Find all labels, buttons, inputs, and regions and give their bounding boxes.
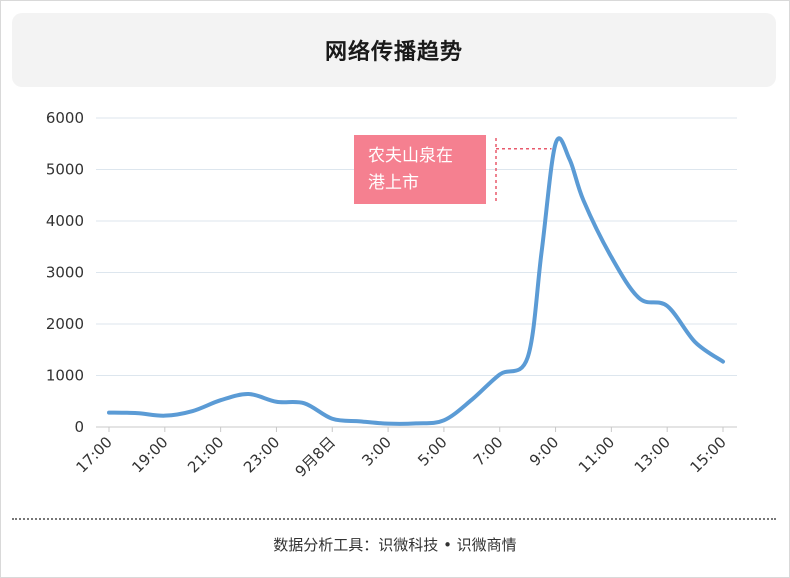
y-tick-label: 4000	[46, 212, 84, 230]
x-tick-label: 3:00	[358, 433, 395, 470]
x-tick-label: 17:00	[73, 433, 116, 476]
annotation-connector	[495, 138, 552, 204]
title-bar: 网络传播趋势	[12, 13, 776, 87]
x-tick-label: 15:00	[687, 433, 730, 476]
y-axis: 0 1000 2000 3000 4000 5000 6000	[46, 109, 84, 436]
x-tick-label: 11:00	[575, 433, 618, 476]
x-tick-label: 5:00	[414, 433, 451, 470]
annotation-line-2: 港上市	[368, 173, 419, 193]
footer-divider	[12, 518, 776, 520]
y-tick-label: 6000	[46, 109, 84, 127]
grid-lines	[96, 117, 737, 428]
x-tick-label: 13:00	[631, 433, 674, 476]
x-axis: 17:00 19:00 21:00 23:00 9月8日 3:00 5:00 7:00 9:00…	[73, 427, 730, 481]
y-tick-label: 1000	[46, 367, 84, 385]
annotation-line-1: 农夫山泉在	[368, 146, 453, 166]
y-tick-label: 0	[74, 418, 84, 436]
x-tick-label: 9月8日	[292, 433, 339, 480]
y-tick-label: 2000	[46, 315, 84, 333]
x-tick-label: 9:00	[526, 433, 563, 470]
y-tick-label: 5000	[46, 161, 84, 179]
x-tick-label: 7:00	[470, 433, 507, 470]
chart-title: 网络传播趋势	[324, 40, 463, 65]
series-line	[107, 136, 725, 426]
y-tick-label: 3000	[46, 264, 84, 282]
footer-text: 数据分析工具：识微科技 • 识微商情	[273, 536, 517, 554]
x-tick-label: 19:00	[128, 433, 171, 476]
series-group	[107, 136, 725, 426]
annotation-box: 农夫山泉在 港上市	[354, 135, 486, 204]
x-tick-label: 23:00	[240, 433, 283, 476]
x-tick-label: 21:00	[184, 433, 227, 476]
